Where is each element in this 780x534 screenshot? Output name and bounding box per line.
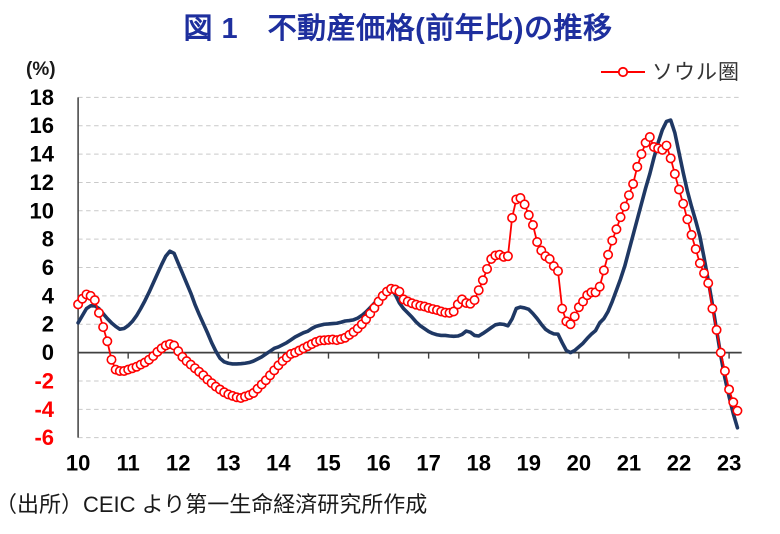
series-marker-seoul xyxy=(703,278,714,289)
series-marker-seoul xyxy=(644,132,655,143)
x-tick-label: 10 xyxy=(66,451,90,476)
series-marker-seoul xyxy=(674,184,685,195)
series-marker-seoul xyxy=(598,265,609,276)
series-marker-seoul xyxy=(106,354,117,365)
series-marker-seoul xyxy=(690,244,701,255)
series-marker-seoul xyxy=(502,251,513,262)
x-tick-label: 13 xyxy=(216,451,240,476)
x-tick-label: 14 xyxy=(266,451,291,476)
x-tick-label: 12 xyxy=(166,451,190,476)
y-tick-label: 18 xyxy=(30,85,54,110)
series-line-seoul xyxy=(77,136,739,412)
legend-series-line-icon xyxy=(600,65,646,78)
series-marker-seoul xyxy=(607,235,618,246)
series-marker-seoul xyxy=(628,178,639,189)
series-marker-seoul xyxy=(507,212,518,223)
y-tick-label: -6 xyxy=(34,425,54,450)
series-marker-seoul xyxy=(594,281,605,292)
series-marker-seoul xyxy=(678,198,689,209)
x-tick-label: 21 xyxy=(617,451,641,476)
series-marker-seoul xyxy=(519,199,530,210)
series-marker-seoul xyxy=(544,254,555,265)
series-marker-seoul xyxy=(93,307,104,318)
source-note: （出所）CEIC より第一生命経済研究所作成 xyxy=(0,492,428,517)
series-marker-seoul xyxy=(603,249,614,260)
series-marker-seoul xyxy=(394,286,405,297)
series-marker-seoul xyxy=(565,319,576,330)
series-marker-seoul xyxy=(732,405,743,416)
series-marker-seoul xyxy=(89,295,100,306)
y-tick-label: -4 xyxy=(34,397,54,422)
series-marker-seoul xyxy=(523,210,534,221)
series-marker-seoul xyxy=(448,306,459,317)
series-marker-seoul xyxy=(527,219,538,230)
legend-label-seoul-area: ソウル圏 xyxy=(652,61,740,84)
series-marker-seoul xyxy=(569,311,580,322)
series-marker-seoul xyxy=(552,266,563,277)
x-tick-label: 17 xyxy=(416,451,440,476)
series-marker-seoul xyxy=(469,295,480,306)
x-tick-label: 18 xyxy=(466,451,490,476)
x-tick-label: 15 xyxy=(316,451,340,476)
series-marker-seoul xyxy=(473,285,484,296)
y-tick-label: 0 xyxy=(42,340,54,365)
series-marker-seoul xyxy=(477,275,488,286)
y-tick-label: -2 xyxy=(34,368,54,393)
series-marker-seoul xyxy=(623,190,634,201)
series-marker-seoul xyxy=(707,303,718,314)
series-marker-seoul xyxy=(686,229,697,240)
x-tick-label: 11 xyxy=(117,451,140,476)
series-marker-seoul xyxy=(728,397,739,408)
series-marker-seoul xyxy=(532,237,543,248)
y-tick-label: 8 xyxy=(42,227,54,252)
series-marker-seoul xyxy=(482,263,493,274)
series-marker-seoul xyxy=(615,212,626,223)
series-marker-seoul xyxy=(682,214,693,225)
x-tick-label: 23 xyxy=(717,451,741,476)
y-tick-label: 16 xyxy=(30,113,54,138)
y-tick-label: 12 xyxy=(30,170,54,195)
series-marker-seoul xyxy=(711,324,722,335)
series-marker-seoul xyxy=(102,336,113,347)
series-marker-seoul xyxy=(694,258,705,269)
x-tick-label: 16 xyxy=(366,451,390,476)
y-tick-label: 2 xyxy=(42,312,54,337)
series-line-secondary xyxy=(76,118,740,430)
legend-circle-icon xyxy=(617,66,629,78)
series-marker-seoul xyxy=(557,303,568,314)
y-tick-label: 4 xyxy=(42,283,55,308)
series-marker-seoul xyxy=(98,322,109,333)
x-tick-label: 22 xyxy=(667,451,691,476)
y-axis-unit-label: (%) xyxy=(26,59,56,80)
chart-title: 図 1 不動産価格(前年比)の推移 xyxy=(183,13,613,45)
series-marker-seoul xyxy=(724,384,735,395)
series-marker-seoul xyxy=(715,347,726,358)
series-marker-seoul xyxy=(636,149,647,160)
y-tick-label: 14 xyxy=(30,142,55,167)
legend: ソウル圏 xyxy=(600,60,760,84)
series-marker-seoul xyxy=(632,161,643,172)
series-marker-seoul xyxy=(699,268,710,279)
series-marker-seoul xyxy=(665,153,676,164)
series-marker-seoul xyxy=(669,168,680,179)
y-tick-label: 6 xyxy=(42,255,54,280)
x-tick-label: 20 xyxy=(567,451,591,476)
series-marker-seoul xyxy=(619,201,630,212)
y-tick-label: 10 xyxy=(30,198,54,223)
series-marker-seoul xyxy=(719,366,730,377)
x-tick-label: 19 xyxy=(517,451,541,476)
series-marker-seoul xyxy=(661,140,672,151)
series-marker-seoul xyxy=(611,224,622,235)
